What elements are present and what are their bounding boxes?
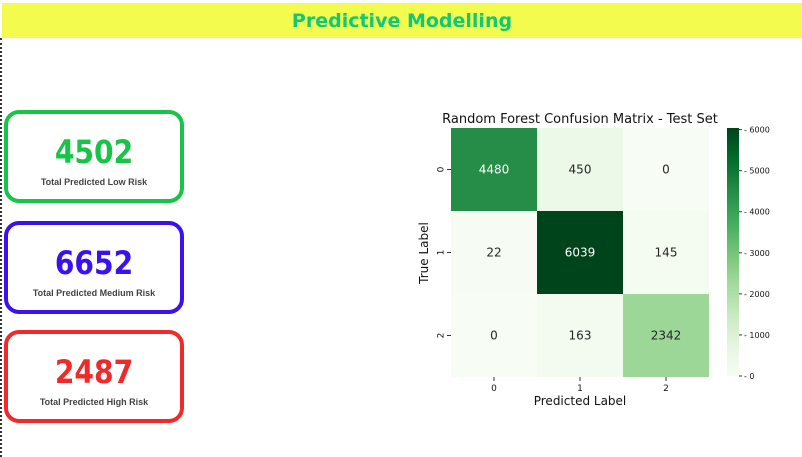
y-axis-label: True Label (417, 222, 431, 285)
x-axis-label: Predicted Label (534, 394, 627, 408)
high-risk-label: Total Predicted High Risk (39, 397, 149, 407)
medium-risk-value: 6652 (54, 244, 134, 282)
y-tick-label: 2 (437, 333, 447, 339)
colorbar (727, 128, 739, 376)
colorbar-tick-label: - 6000 (744, 126, 770, 135)
x-tick-label: 2 (663, 384, 669, 394)
colorbar-tick-label: - 0 (744, 372, 755, 381)
chart-title: Random Forest Confusion Matrix - Test Se… (442, 112, 718, 127)
cell-value-label: 6039 (565, 246, 596, 260)
low-risk-card: 4502 Total Predicted Low Risk (4, 110, 184, 203)
dotted-divider (0, 38, 2, 457)
colorbar-tick-label: - 2000 (744, 290, 770, 299)
heatmap-cell (451, 294, 537, 377)
cell-value-label: 4480 (479, 163, 510, 177)
heatmap-cell (451, 128, 537, 211)
colorbar-tick-label: - 3000 (744, 249, 770, 258)
colorbar-tick-label: - 1000 (744, 331, 770, 340)
colorbar-tick-label: - 5000 (744, 167, 770, 176)
medium-risk-card: 6652 Total Predicted Medium Risk (4, 221, 184, 314)
high-risk-card: 2487 Total Predicted High Risk (4, 330, 184, 423)
cell-value-label: 2342 (651, 329, 682, 343)
heatmap-cell (623, 294, 709, 377)
cell-value-label: 450 (569, 163, 592, 177)
page-header: Predictive Modelling (2, 3, 802, 38)
low-risk-value: 4502 (54, 133, 134, 171)
medium-risk-label: Total Predicted Medium Risk (32, 288, 156, 298)
x-tick-label: 0 (491, 384, 497, 394)
heatmap-cell (623, 211, 709, 294)
cell-value-label: 0 (490, 329, 498, 343)
colorbar-tick-label: - 4000 (744, 208, 770, 217)
heatmap-cell (537, 211, 623, 294)
heatmap-cell (537, 294, 623, 377)
heatmap-cell (537, 128, 623, 211)
cell-value-label: 22 (486, 246, 501, 260)
low-risk-label: Total Predicted Low Risk (40, 177, 148, 187)
cell-value-label: 145 (655, 246, 678, 260)
y-tick-label: 0 (437, 166, 447, 172)
cell-value-label: 163 (569, 329, 592, 343)
heatmap-cell (451, 211, 537, 294)
x-tick-label: 1 (577, 384, 583, 394)
cell-value-label: 0 (662, 163, 670, 177)
page-title: Predictive Modelling (291, 9, 513, 32)
y-tick-label: 1 (437, 250, 447, 256)
high-risk-value: 2487 (54, 353, 134, 391)
heatmap-cell (623, 128, 709, 211)
